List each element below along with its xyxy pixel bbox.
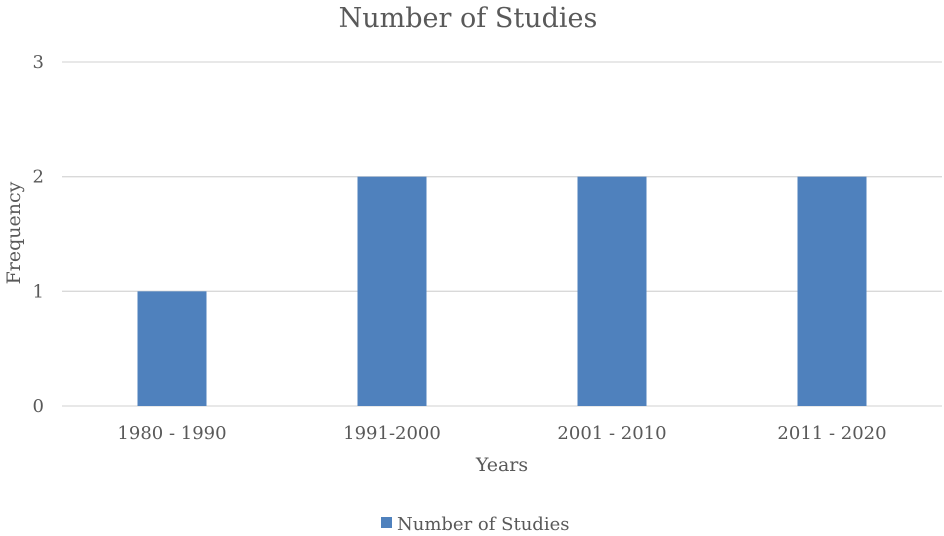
x-category-label: 1991-2000 <box>343 423 441 444</box>
y-tick-label: 1 <box>33 281 44 302</box>
bar <box>137 291 207 406</box>
x-category-label: 2001 - 2010 <box>557 423 666 444</box>
gridlines <box>62 61 942 407</box>
x-axis-label: Years <box>475 454 528 476</box>
bar <box>357 176 427 406</box>
y-tick-label: 2 <box>33 167 44 188</box>
y-tick-labels: 0 1 2 3 <box>33 52 44 417</box>
x-category-label: 1980 - 1990 <box>117 423 226 444</box>
y-tick-label: 3 <box>33 52 44 73</box>
y-tick-label: 0 <box>33 396 44 417</box>
legend-swatch <box>381 517 392 528</box>
x-category-label: 2011 - 2020 <box>777 423 886 444</box>
y-axis-label: Frequency <box>3 181 25 284</box>
legend: Number of Studies <box>381 514 569 535</box>
bar <box>577 176 647 406</box>
bar <box>797 176 867 406</box>
legend-label: Number of Studies <box>397 514 569 535</box>
chart-title: Number of Studies <box>339 3 598 34</box>
x-category-labels: 1980 - 1990 1991-2000 2001 - 2010 2011 - 20… <box>117 423 886 444</box>
bars <box>137 176 867 406</box>
